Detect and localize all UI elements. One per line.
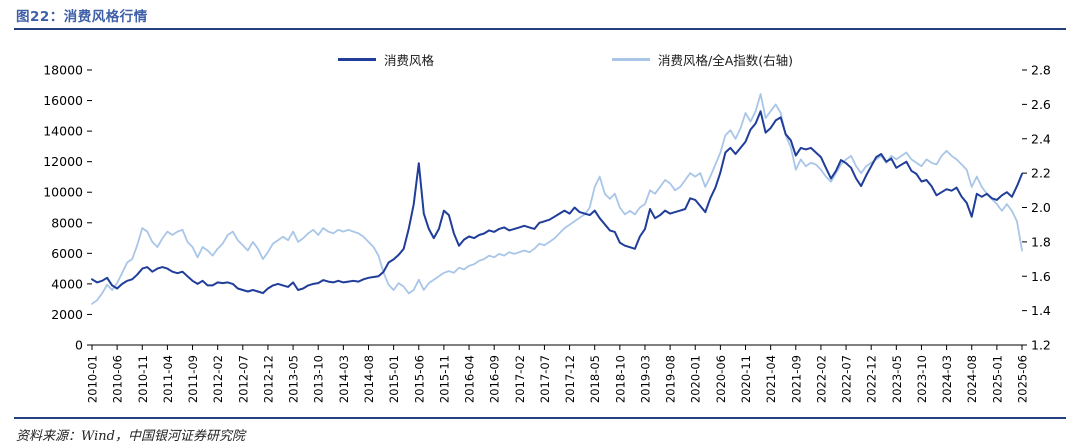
x-axis-label: 2010-01 [86,355,100,403]
x-axis-label: 2015-11 [437,355,451,403]
x-axis-label: 2023-05 [890,355,904,403]
x-axis-label: 2020-11 [739,355,753,403]
y-axis-right-label: 1.8 [1031,234,1051,249]
legend-item-consumption: 消费风格 [338,50,434,69]
series-line-ratio [91,93,1023,305]
y-axis-left-label: 6000 [51,246,83,261]
x-axis-label: 2016-09 [488,355,502,403]
x-axis-label: 2014-03 [337,355,351,403]
x-axis-label: 2019-08 [664,355,678,403]
y-axis-right-label: 2.8 [1031,63,1051,78]
y-axis-left-label: 18000 [43,63,83,78]
y-axis-left-label: 14000 [43,124,83,139]
x-axis-label: 2025-06 [1016,355,1030,403]
y-axis-left-label: 8000 [51,215,83,230]
x-axis-label: 2010-11 [136,355,150,403]
x-axis-label: 2017-02 [513,355,527,403]
y-axis-left-label: 16000 [43,93,83,108]
legend-label-ratio: 消费风格/全A指数(右轴) [658,53,794,68]
x-axis-label: 2012-02 [211,355,225,403]
legend-line-consumption-sample [338,58,376,61]
x-axis-label: 2020-06 [714,355,728,403]
x-axis-label: 2018-10 [613,355,627,403]
figure-title: 图22：消费风格行情 [16,9,148,25]
x-axis-label: 2014-08 [362,355,376,403]
x-axis-label: 2019-03 [638,355,652,403]
y-axis-left-label: 2000 [51,307,83,322]
x-axis-label: 2012-07 [236,355,250,403]
legend-line-ratio-sample [612,58,650,61]
y-axis-right-label: 2.0 [1031,200,1051,215]
y-axis-right-label: 1.4 [1031,303,1051,318]
x-axis-label: 2018-05 [588,355,602,403]
footer-divider [14,417,1066,419]
y-axis-left-label: 10000 [43,185,83,200]
series-line-consumption [91,110,1023,295]
y-axis-right-label: 1.6 [1031,269,1051,284]
x-axis-label: 2012-12 [261,355,275,403]
y-axis-left-label: 12000 [43,154,83,169]
y-axis-right-label: 2.4 [1031,131,1051,146]
legend-label-consumption: 消费风格 [384,53,435,68]
x-axis-label: 2024-08 [965,355,979,403]
x-axis-label: 2015-01 [387,355,401,403]
legend-item-ratio: 消费风格/全A指数(右轴) [612,50,793,69]
x-axis-label: 2010-06 [111,355,125,403]
y-axis-left-label: 0 [75,338,83,353]
x-axis-label: 2021-04 [764,355,778,403]
chart-legend: 消费风格 消费风格/全A指数(右轴) [0,50,1080,68]
y-axis-right-label: 2.6 [1031,97,1051,112]
x-axis-label: 2013-10 [312,355,326,403]
title-divider [14,28,1066,30]
x-axis-label: 2017-12 [563,355,577,403]
x-axis-label: 2016-04 [463,355,477,403]
x-axis-label: 2021-09 [789,355,803,403]
x-axis-label: 2022-12 [865,355,879,403]
x-axis-label: 2017-07 [538,355,552,403]
x-axis-label: 2015-06 [412,355,426,403]
x-axis-label: 2025-01 [990,355,1004,403]
y-axis-left-label: 4000 [51,276,83,291]
chart-svg: 0 2000 4000 6000 8000 10000 12000 14000 16000 180… [43,63,1051,404]
x-axis-label: 2011-09 [186,355,200,403]
x-axis-label: 2022-02 [814,355,828,403]
x-axis-label: 2023-10 [915,355,929,403]
source-note: 资料来源：Wind，中国银河证券研究院 [16,429,245,444]
x-axis-label: 2020-01 [689,355,703,403]
x-axis-label: 2022-07 [840,355,854,403]
y-axis-right-label: 2.2 [1031,166,1051,181]
y-axis-right-label: 1.2 [1031,338,1051,353]
x-axis-label: 2011-04 [161,355,175,403]
x-axis-label: 2013-05 [287,355,301,403]
x-axis-label: 2024-03 [940,355,954,403]
chart-area: 0 2000 4000 6000 8000 10000 12000 14000 16000 180… [0,36,1080,412]
